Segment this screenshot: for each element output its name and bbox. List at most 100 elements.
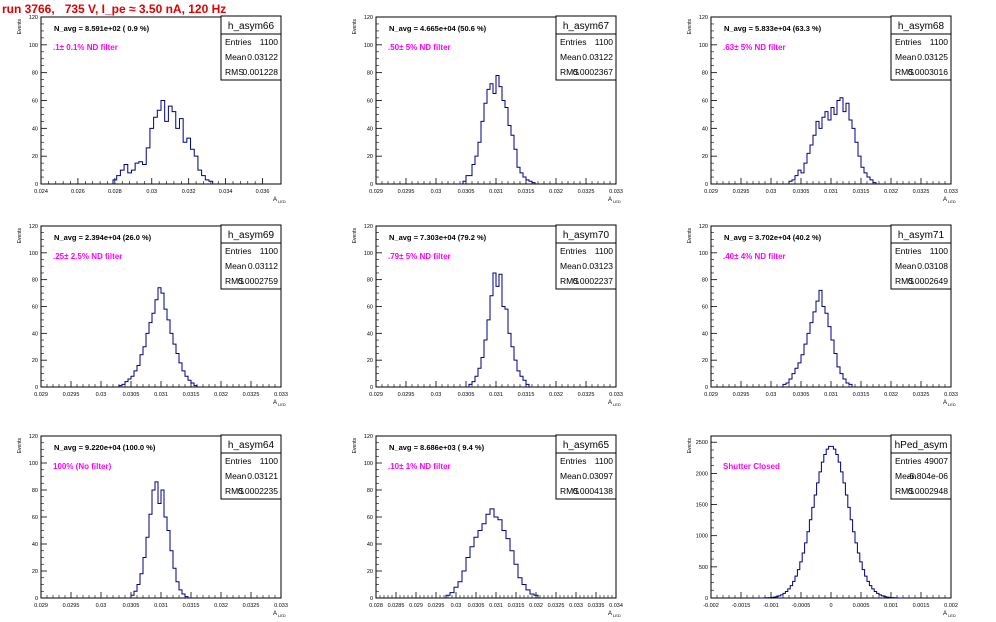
histogram-line	[130, 481, 189, 598]
y-axis-label: Events	[352, 19, 358, 35]
histogram-panel-h_asym65: 0 20 40 60 80 100 120 Events 0.028 0.0285 0.029 0.0…	[352, 434, 623, 618]
stats-label: Entries	[560, 37, 586, 47]
y-tick-label: 80	[702, 278, 708, 284]
x-axis-label: A	[273, 197, 277, 203]
histogram-line	[462, 74, 536, 184]
x-tick-label: 0.0315	[518, 189, 535, 195]
stats-value: 0.03122	[582, 52, 613, 62]
stats-label: Mean	[895, 471, 917, 481]
y-tick-label: 100	[29, 251, 38, 257]
y-tick-label: 80	[702, 71, 708, 77]
x-tick-label: 0.0295	[63, 603, 80, 609]
stats-title: h_asym65	[563, 440, 610, 451]
y-tick-label: 40	[32, 542, 38, 548]
histogram-line	[445, 508, 539, 598]
x-tick-label: 0.032	[549, 392, 563, 398]
y-axis-label: Events	[687, 19, 693, 35]
x-tick-label: 0.032	[529, 603, 543, 609]
y-tick-label: 2500	[696, 440, 708, 446]
stats-label: RMS	[225, 486, 244, 496]
stats-label: RMS	[560, 67, 579, 77]
x-tick-label: 0.0315	[183, 603, 200, 609]
stats-value: 49007	[924, 456, 948, 466]
x-tick-label: 0.0295	[733, 189, 750, 195]
x-tick-label: 0.024	[34, 189, 48, 195]
filter-annotation: .10± 1% ND filter	[388, 462, 451, 471]
stats-value: 1100	[930, 246, 949, 256]
y-tick-label: 60	[702, 305, 708, 311]
x-tick-label: 0.033	[274, 392, 288, 398]
y-tick-label: 40	[32, 331, 38, 337]
x-tick-label: 0.0315	[183, 392, 200, 398]
histogram-panel-h_asym67: 0 20 40 60 80 100 120 Events 0.029 0.0295 0.03 0.03…	[352, 15, 623, 204]
x-tick-label: 0.036	[256, 189, 270, 195]
x-axis-label: A	[943, 400, 947, 406]
x-tick-label: 0.033	[944, 392, 958, 398]
x-tick-label: 0.03	[96, 603, 107, 609]
navg-label: N_avg = 7.303e+04 (79.2 %)	[389, 233, 487, 242]
y-tick-label: 0	[370, 182, 373, 188]
navg-label: N_avg = 9.220e+04 (100.0 %)	[54, 443, 156, 452]
y-tick-label: 0	[370, 385, 373, 391]
x-axis-label: A	[273, 611, 277, 617]
stats-value: -5.804e-06	[907, 471, 948, 481]
stats-box	[555, 452, 617, 500]
y-tick-label: 80	[32, 488, 38, 494]
y-tick-label: 0	[705, 385, 708, 391]
x-tick-label: 0.028	[108, 189, 122, 195]
y-tick-label: 120	[29, 15, 38, 21]
x-tick-label: 0.0005	[853, 603, 870, 609]
run-title: run 3766, 735 V, I_pe ≈ 3.50 nA, 120 Hz	[2, 2, 227, 16]
stats-label: RMS	[225, 276, 244, 286]
stats-title: h_asym70	[563, 230, 610, 241]
stats-label: Entries	[225, 246, 251, 256]
y-axis-label: Events	[352, 438, 358, 454]
stats-label: Entries	[895, 37, 921, 47]
y-tick-label: 40	[702, 331, 708, 337]
stats-label: Entries	[560, 456, 586, 466]
stats-title: h_asym71	[898, 230, 945, 241]
x-tick-label: 0.0325	[913, 189, 930, 195]
y-tick-label: 20	[702, 154, 708, 160]
x-tick-label: 0.029	[704, 392, 718, 398]
stats-value: 0.03121	[247, 471, 278, 481]
navg-label: N_avg = 5.833e+04 (63.3 %)	[724, 24, 822, 33]
stats-box	[220, 33, 282, 81]
stats-value: 0.03112	[248, 261, 278, 271]
y-tick-label: 60	[32, 99, 38, 105]
x-tick-label: 0.032	[884, 189, 898, 195]
stats-value: 0.0002759	[238, 276, 278, 286]
stats-label: Entries	[895, 246, 921, 256]
y-tick-label: 120	[364, 15, 373, 21]
stats-title: h_asym68	[898, 21, 945, 32]
stats-value: 1100	[595, 37, 614, 47]
y-tick-label: 120	[364, 434, 373, 440]
stats-box	[555, 33, 617, 81]
x-tick-label: 0.033	[569, 603, 583, 609]
navg-label: N_avg = 3.702e+04 (40.2 %)	[724, 233, 822, 242]
stats-label: Entries	[560, 246, 586, 256]
navg-label: N_avg = 2.394e+04 (26.0 %)	[54, 233, 152, 242]
stats-title: h_asym64	[228, 440, 275, 451]
filter-annotation: .25± 2.5% ND filter	[53, 252, 122, 261]
x-tick-label: 0.0315	[853, 189, 870, 195]
y-tick-label: 120	[699, 224, 708, 230]
y-tick-label: 20	[702, 358, 708, 364]
x-tick-label: 0.0325	[578, 392, 595, 398]
stats-value: 0.03122	[247, 52, 278, 62]
y-tick-label: 80	[367, 488, 373, 494]
y-tick-label: 80	[32, 71, 38, 77]
x-tick-label: 0.0295	[428, 603, 445, 609]
y-tick-label: 40	[367, 331, 373, 337]
x-tick-label: 0.0295	[733, 392, 750, 398]
y-tick-label: 120	[29, 434, 38, 440]
stats-box	[220, 242, 282, 290]
y-tick-label: 100	[699, 251, 708, 257]
stats-value: 1100	[260, 246, 279, 256]
stats-value: 0.0002237	[573, 276, 613, 286]
y-tick-label: 20	[32, 569, 38, 575]
histogram-panel-h_asym68: 0 20 40 60 80 100 120 Events 0.029 0.0295 0.03 0.03…	[687, 15, 958, 204]
y-tick-label: 0	[35, 182, 38, 188]
navg-label: N_avg = 8.591e+02 ( 0.9 %)	[54, 24, 150, 33]
